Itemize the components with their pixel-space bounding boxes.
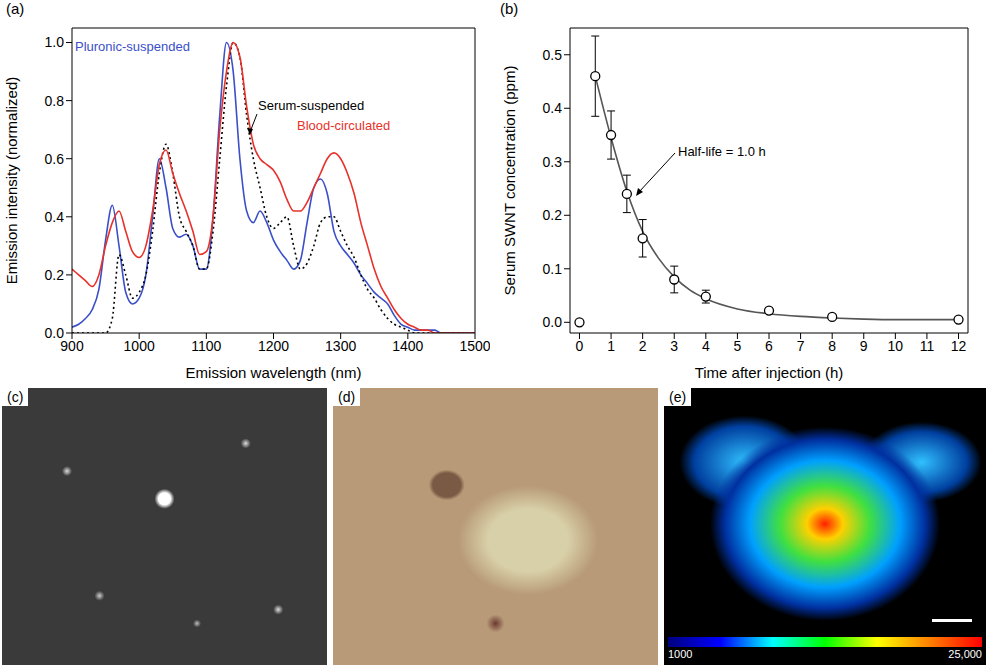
html-text:(d): (d)	[338, 389, 356, 405]
svg-text:0.8: 0.8	[45, 93, 65, 109]
svg-text:1300: 1300	[325, 338, 356, 354]
svg-text:0.1: 0.1	[543, 261, 563, 277]
svg-text:0.3: 0.3	[543, 154, 563, 170]
svg-text:8: 8	[828, 338, 836, 354]
html-text:(b): (b)	[500, 0, 519, 17]
html-text:25,000: 25,000	[948, 648, 982, 660]
svg-text:0.5: 0.5	[543, 47, 563, 63]
svg-text:1100: 1100	[191, 338, 221, 354]
svg-text:Emission wavelength (nm): Emission wavelength (nm)	[186, 364, 362, 381]
svg-text:900: 900	[60, 337, 84, 354]
html-text:(a): (a)	[6, 0, 25, 17]
svg-text:11: 11	[920, 338, 935, 354]
svg-text:0: 0	[576, 338, 584, 354]
svg-text:9: 9	[860, 338, 868, 354]
svg-text:3: 3	[670, 338, 678, 354]
svg-text:0.0: 0.0	[543, 314, 563, 330]
html-text:Pluronic-suspended: Pluronic-suspended	[75, 39, 190, 54]
svg-text:0.4: 0.4	[543, 100, 563, 116]
svg-text:1500: 1500	[459, 338, 490, 354]
svg-text:1000: 1000	[124, 338, 155, 354]
svg-text:0.2: 0.2	[45, 267, 65, 283]
svg-text:1200: 1200	[258, 338, 289, 354]
html-text:Serum-suspended: Serum-suspended	[258, 98, 365, 113]
html-text:(c): (c)	[7, 389, 24, 405]
svg-text:1.0: 1.0	[45, 34, 65, 50]
html-text:Half-life = 1.0 h: Half-life = 1.0 h	[678, 144, 766, 159]
svg-text:10: 10	[888, 338, 904, 354]
svg-text:0.0: 0.0	[45, 325, 65, 341]
svg-text:7: 7	[797, 338, 805, 354]
svg-text:5: 5	[734, 338, 742, 354]
svg-text:Emission intensity (normalized: Emission intensity (normalized)	[3, 77, 20, 285]
svg-text:1: 1	[607, 338, 615, 354]
svg-text:0.6: 0.6	[45, 151, 65, 167]
svg-text:6: 6	[765, 338, 773, 354]
svg-text:Time after injection (h): Time after injection (h)	[695, 364, 844, 381]
html-text:Blood-circulated: Blood-circulated	[297, 118, 391, 133]
svg-text:4: 4	[702, 338, 710, 354]
svg-text:Serum SWNT concentration (ppm): Serum SWNT concentration (ppm)	[501, 66, 518, 296]
svg-text:2: 2	[639, 338, 647, 354]
html-text:(e): (e)	[669, 389, 687, 405]
svg-text:12: 12	[951, 338, 967, 354]
svg-text:0.2: 0.2	[543, 207, 563, 223]
svg-text:0.4: 0.4	[45, 209, 65, 225]
svg-text:1400: 1400	[392, 338, 423, 354]
html-text:1000: 1000	[668, 648, 693, 660]
